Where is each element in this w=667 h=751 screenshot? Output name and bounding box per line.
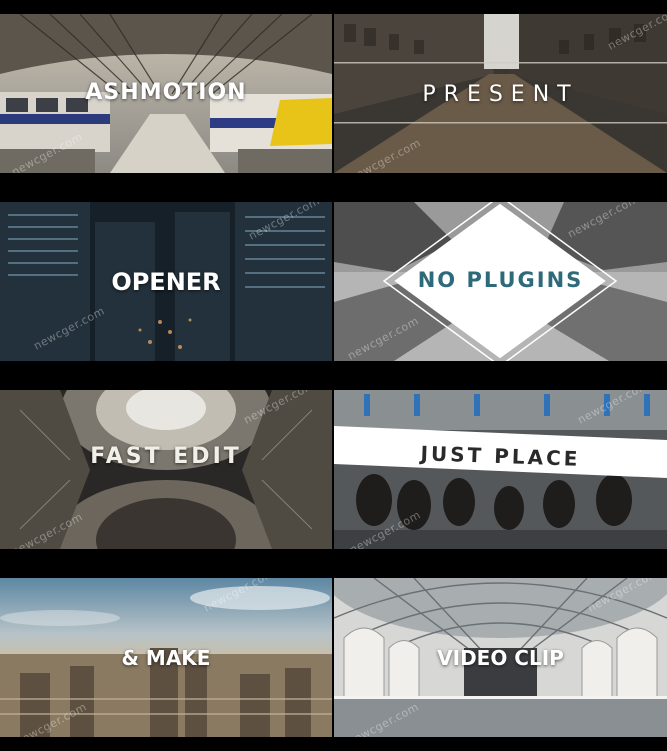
city-skyline-image [0,578,332,737]
frame-fast-edit: FAST EDIT newcger.com newcger.com [0,390,332,549]
frame-video-clip: VIDEO CLIP newcger.com newcger.com [334,578,667,737]
frame-no-plugins: NO PLUGINS newcger.com newcger.com [334,202,667,361]
tile-title: FAST EDIT [90,444,242,469]
frame-opener: OPENER newcger.com newcger.com [0,202,332,361]
street-image [334,14,667,173]
city-night-image [0,202,332,361]
gallery-hall-image [334,578,667,737]
dome-image [0,390,332,549]
frame-just-place: JUST PLACE newcger.com newcger.com [334,390,667,549]
mountain-lake-image [334,202,667,361]
frame-present: PRESENT newcger.com newcger.com [334,14,667,173]
train-station-image [0,14,332,173]
subway-image [334,390,667,549]
tile-title: & MAKE [121,646,211,670]
tile-title: VIDEO CLIP [437,646,564,670]
tile-title: OPENER [111,268,221,296]
frame-and-make: & MAKE newcger.com newcger.com [0,578,332,737]
frame-ashmotion: ASHMOTION newcger.com [0,14,332,173]
tile-title: ASHMOTION [85,80,247,105]
tile-title: PRESENT [422,82,579,107]
tile-title: NO PLUGINS [417,268,584,292]
